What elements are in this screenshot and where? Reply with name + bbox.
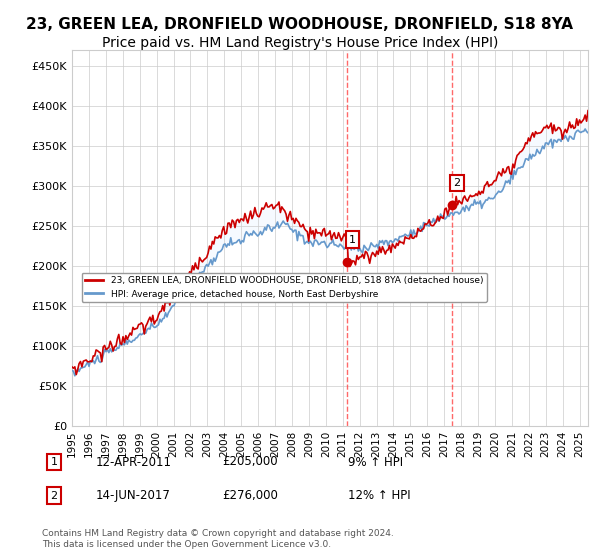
Text: 1: 1 — [50, 457, 58, 467]
Text: £205,000: £205,000 — [222, 455, 278, 469]
Text: 2: 2 — [50, 491, 58, 501]
Text: 1: 1 — [349, 235, 356, 245]
Text: 12-APR-2011: 12-APR-2011 — [96, 455, 172, 469]
Text: 9% ↑ HPI: 9% ↑ HPI — [348, 455, 403, 469]
Text: Contains HM Land Registry data © Crown copyright and database right 2024.
This d: Contains HM Land Registry data © Crown c… — [42, 529, 394, 549]
Text: £276,000: £276,000 — [222, 489, 278, 502]
Text: 23, GREEN LEA, DRONFIELD WOODHOUSE, DRONFIELD, S18 8YA: 23, GREEN LEA, DRONFIELD WOODHOUSE, DRON… — [26, 17, 574, 32]
Text: Price paid vs. HM Land Registry's House Price Index (HPI): Price paid vs. HM Land Registry's House … — [102, 36, 498, 50]
Text: 14-JUN-2017: 14-JUN-2017 — [96, 489, 171, 502]
Text: 2: 2 — [454, 178, 460, 188]
Legend: 23, GREEN LEA, DRONFIELD WOODHOUSE, DRONFIELD, S18 8YA (detached house), HPI: Av: 23, GREEN LEA, DRONFIELD WOODHOUSE, DRON… — [82, 273, 487, 302]
Text: 12% ↑ HPI: 12% ↑ HPI — [348, 489, 410, 502]
